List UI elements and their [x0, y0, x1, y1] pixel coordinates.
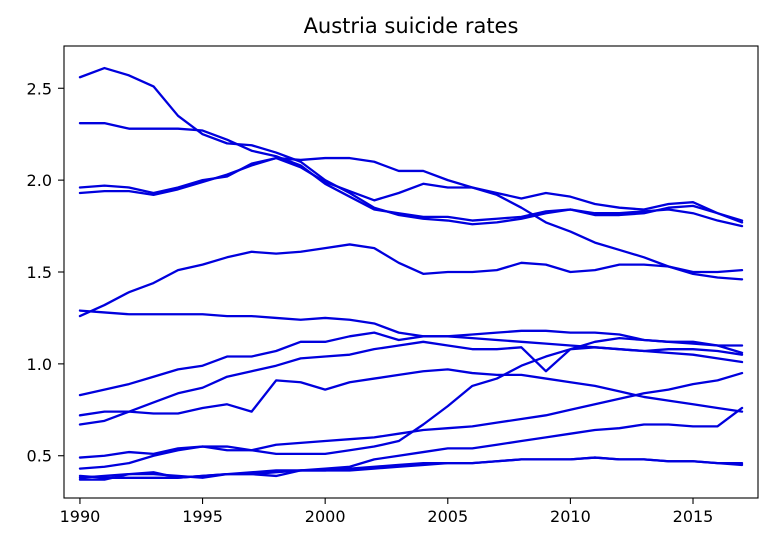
- x-tick-label: 2000: [305, 507, 346, 526]
- y-tick-label: 1.0: [27, 355, 52, 374]
- series-line-1: [78, 66, 744, 228]
- x-tick-label: 1995: [182, 507, 223, 526]
- series-line-4: [78, 156, 744, 281]
- series-line-2: [78, 122, 744, 224]
- series-layer: [78, 66, 744, 481]
- x-axis: 1990 1995 2000 2005 2010 2015: [60, 498, 714, 526]
- y-axis: 0.5 1.0 1.5 2.0 2.5: [27, 79, 64, 466]
- series-line-7: [78, 329, 744, 397]
- y-tick-label: 1.5: [27, 263, 52, 282]
- chart-title: Austria suicide rates: [304, 14, 519, 38]
- series-line-8: [78, 337, 744, 426]
- x-tick-label: 1990: [60, 507, 101, 526]
- series-line-14: [78, 456, 744, 479]
- x-tick-label: 2005: [427, 507, 468, 526]
- series-line-3: [78, 156, 744, 222]
- series-line-11: [78, 346, 744, 470]
- x-tick-label: 2015: [673, 507, 714, 526]
- y-tick-label: 0.5: [27, 447, 52, 466]
- x-tick-label: 2010: [550, 507, 591, 526]
- series-line-5: [78, 243, 744, 318]
- y-tick-label: 2.0: [27, 171, 52, 190]
- series-line-9: [78, 368, 744, 417]
- y-tick-label: 2.5: [27, 79, 52, 98]
